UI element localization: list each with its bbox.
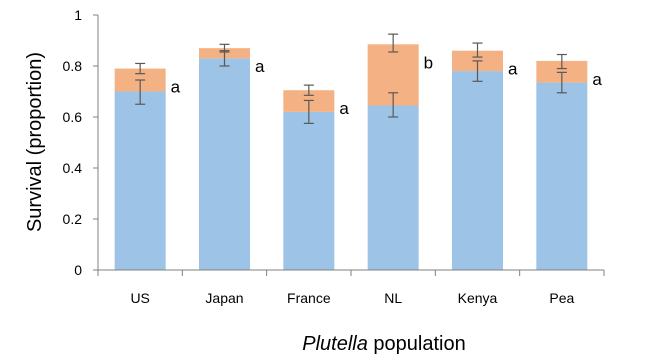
- bar-pea-segment-1: [536, 82, 588, 270]
- error-bars-layer: [135, 33, 567, 124]
- y-tick-label: 0.2: [63, 211, 83, 227]
- x-tick-label-us: US: [130, 290, 149, 306]
- bar-us-segment-1: [114, 91, 166, 270]
- y-tick-label: 0.8: [63, 58, 83, 74]
- significance-letter-japan: a: [255, 57, 265, 76]
- significance-letter-nl: b: [424, 53, 433, 72]
- x-axis-title-rest: population: [368, 333, 466, 355]
- significance-letter-pea: a: [592, 70, 602, 89]
- y-axis-title: Survival (proportion): [24, 52, 46, 232]
- labels-layer: 0 0.2 0.4 0.6 0.8 1 US Japan France NL Kenya Pea a a a…: [63, 7, 603, 306]
- y-tick-label: 1: [74, 7, 82, 23]
- y-tick-label: 0: [74, 262, 82, 278]
- x-axis-title-italic: Plutella: [302, 333, 368, 355]
- significance-letter-kenya: a: [508, 60, 518, 79]
- bar-nl-segment-1: [367, 105, 419, 271]
- x-tick-label-nl: NL: [384, 290, 402, 306]
- x-tick-label-kenya: Kenya: [458, 290, 498, 306]
- bar-france-segment-1: [283, 111, 335, 271]
- significance-letter-us: a: [171, 78, 181, 97]
- y-tick-label: 0.4: [63, 160, 83, 176]
- bar-kenya-segment-1: [452, 71, 503, 270]
- x-tick-label-pea: Pea: [549, 290, 574, 306]
- significance-letter-france: a: [339, 99, 349, 118]
- bar-japan-segment-1: [199, 58, 250, 270]
- y-tick-label: 0.6: [63, 109, 83, 125]
- x-tick-label-japan: Japan: [205, 290, 243, 306]
- bar-pea-segment-2: [536, 60, 588, 83]
- x-tick-label-france: France: [287, 290, 331, 306]
- axes-layer: [93, 14, 605, 276]
- x-axis-title: Plutella population: [302, 333, 465, 355]
